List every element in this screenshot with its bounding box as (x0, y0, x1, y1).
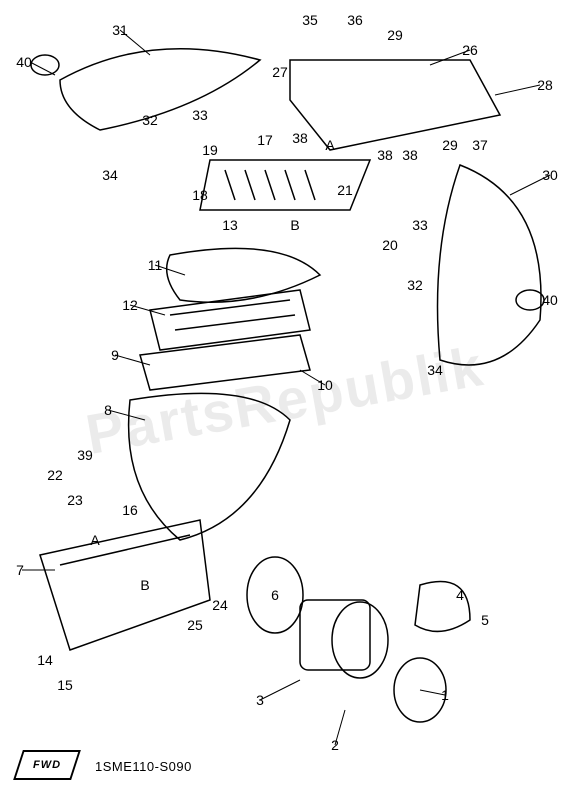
callout-26-5: 26 (462, 42, 478, 58)
callout-38-12: 38 (292, 130, 308, 146)
callout-8-33: 8 (104, 402, 112, 418)
parts-svg (0, 0, 569, 800)
callout-A-38: A (90, 532, 99, 548)
callout-13-22: 13 (222, 217, 238, 233)
callout-38-14: 38 (377, 147, 393, 163)
callout-38-15: 38 (402, 147, 418, 163)
callout-33-9: 33 (192, 107, 208, 123)
callout-28-7: 28 (537, 77, 553, 93)
callout-25-43: 25 (187, 617, 203, 633)
callout-29-4: 29 (387, 27, 403, 43)
callout-40-0: 40 (16, 54, 32, 70)
callout-12-28: 12 (122, 297, 138, 313)
callout-3-48: 3 (256, 692, 264, 708)
exploded-diagram: 40313536292627283233171938A3838293734182… (0, 0, 569, 800)
callout-30-21: 30 (542, 167, 558, 183)
callout-32-27: 32 (407, 277, 423, 293)
callout-1-49: 1 (441, 687, 449, 703)
callout-34-32: 34 (427, 362, 443, 378)
callout-17-10: 17 (257, 132, 273, 148)
callout-14-46: 14 (37, 652, 53, 668)
callout-B-40: B (140, 577, 149, 593)
fwd-badge: FWD (13, 750, 81, 780)
callout-18-19: 18 (192, 187, 208, 203)
callout-7-39: 7 (16, 562, 24, 578)
callout-19-11: 19 (202, 142, 218, 158)
callout-5-45: 5 (481, 612, 489, 628)
callout-9-30: 9 (111, 347, 119, 363)
callout-29-16: 29 (442, 137, 458, 153)
callout-34-18: 34 (102, 167, 118, 183)
callout-15-47: 15 (57, 677, 73, 693)
callout-35-2: 35 (302, 12, 318, 28)
callout-39-34: 39 (77, 447, 93, 463)
fwd-label: FWD (33, 759, 61, 771)
callout-A-13: A (325, 137, 334, 153)
callout-36-3: 36 (347, 12, 363, 28)
callout-20-25: 20 (382, 237, 398, 253)
callout-33-24: 33 (412, 217, 428, 233)
callout-40-29: 40 (542, 292, 558, 308)
callout-21-20: 21 (337, 182, 353, 198)
callout-27-6: 27 (272, 64, 288, 80)
callout-2-50: 2 (331, 737, 339, 753)
callout-24-41: 24 (212, 597, 228, 613)
callout-10-31: 10 (317, 377, 333, 393)
callout-22-35: 22 (47, 467, 63, 483)
callout-4-44: 4 (456, 587, 464, 603)
callout-B-23: B (290, 217, 299, 233)
callout-6-42: 6 (271, 587, 279, 603)
callout-31-1: 31 (112, 22, 128, 38)
callout-37-17: 37 (472, 137, 488, 153)
callout-32-8: 32 (142, 112, 158, 128)
part-reference: 1SME110-S090 (95, 759, 192, 774)
callout-11-26: 11 (148, 257, 163, 273)
callout-16-37: 16 (122, 502, 138, 518)
callout-23-36: 23 (67, 492, 83, 508)
